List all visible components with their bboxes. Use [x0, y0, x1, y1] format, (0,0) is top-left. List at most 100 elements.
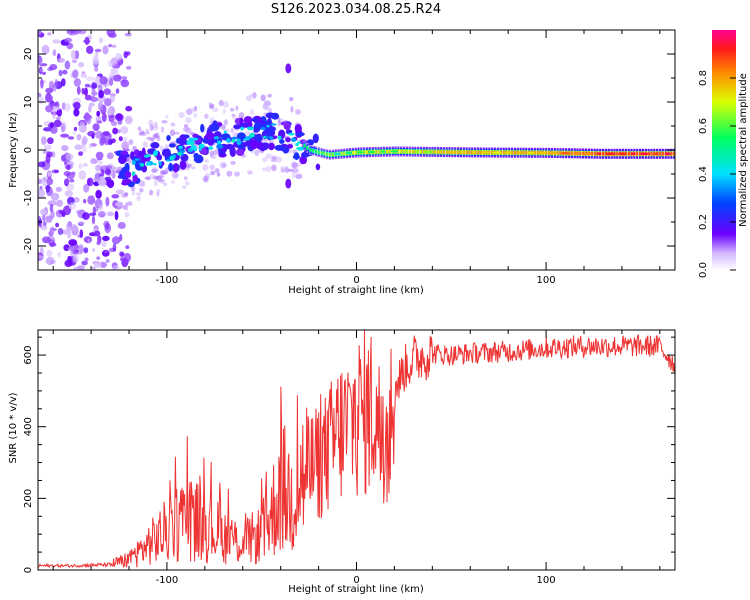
spectrogram-band-core	[503, 151, 513, 154]
spectrogram-halo-blob	[280, 165, 285, 172]
spectrogram-noise-blob	[55, 186, 62, 192]
spectrogram-noise-blob	[45, 153, 51, 164]
spectrogram-halo-blob	[156, 191, 160, 197]
spectrogram-band-core	[459, 151, 467, 154]
spectrogram-noise-blob	[88, 105, 92, 113]
spectrogram-ridge-blob	[267, 142, 275, 151]
spectrogram-noise-blob	[104, 249, 108, 254]
spectrogram-band-core	[424, 150, 433, 154]
spectrogram-noise-blob	[72, 69, 79, 79]
spectrogram-noise-blob	[41, 136, 47, 146]
spectrogram-noise-blob	[42, 181, 48, 187]
snr-x-label: Height of straight line (km)	[288, 584, 424, 595]
spectrogram-noise-blob	[47, 171, 52, 177]
spectrogram-noise-blob	[87, 130, 96, 137]
spectrogram-band-cell	[397, 149, 400, 154]
spectrogram-halo-blob	[289, 96, 294, 102]
spectrogram-core-blob	[193, 137, 198, 141]
spectrogram-halo-blob	[295, 173, 303, 179]
spectrogram-band-cell	[579, 151, 582, 156]
spectrogram-halo-blob	[267, 94, 272, 98]
spectrogram-halo-blob	[230, 160, 236, 165]
spectrogram-noise-blob	[38, 56, 43, 66]
spectrogram-noise-blob	[105, 259, 110, 263]
spectrogram-band-core	[380, 150, 386, 153]
spectrogram-halo-blob	[171, 180, 175, 184]
spectrogram-halo-blob	[238, 112, 245, 119]
spectrogram-halo-blob	[235, 105, 239, 111]
spectrogram-noise-blob	[50, 210, 55, 219]
snr-panel: -100 0 100 0 200 400 600 Height of straight l…	[8, 329, 676, 595]
spectrogram-band-cell	[445, 150, 448, 154]
spectrogram-noise-blob	[39, 96, 44, 105]
spectrogram-band-core	[368, 150, 376, 154]
spectrogram-noise-blob	[49, 204, 54, 213]
spectrogram-ridge-blob	[294, 124, 302, 134]
spectrogram-core-blob	[247, 127, 254, 130]
spectrogram-noise-blob	[57, 57, 65, 63]
spectrogram-band-cell	[388, 149, 391, 154]
spectrogram-noise-blob	[91, 95, 96, 101]
spectrogram-noise-blob	[45, 184, 51, 193]
spectrogram-halo-blob	[183, 176, 188, 181]
spectrogram-noise-blob	[104, 98, 112, 107]
spectrogram-band-core	[415, 150, 420, 153]
spectrogram-band-cell	[323, 151, 326, 156]
spectrogram-noise-blob	[84, 94, 92, 101]
spectrogram-noise-blob	[102, 235, 110, 242]
spectrogram-ridge-blob	[193, 154, 202, 159]
spectrogram-ridge-blob	[205, 132, 215, 140]
spectrogram-noise-blob	[125, 105, 133, 112]
spectrogram-band-core	[437, 150, 443, 154]
spectrogram-noise-blob	[55, 199, 64, 207]
snr-y-tick-label: 400	[23, 417, 34, 436]
snr-y-label: SNR (10 * v/v)	[8, 392, 19, 463]
spectrogram-core-blob	[144, 155, 149, 158]
spectrogram-band-cell	[582, 151, 585, 156]
spectrogram-core-blob	[236, 140, 242, 146]
spectrogram-ridge-blob	[256, 141, 264, 150]
spectrogram-noise-blob	[73, 266, 80, 270]
spectrogram-halo-blob	[193, 113, 197, 118]
spectrogram-halo-blob	[247, 170, 253, 175]
spectrogram-band-cell	[513, 151, 517, 155]
spectrogram-core-blob	[297, 141, 301, 144]
spectrogram-noise-blob	[112, 265, 120, 270]
spectrogram-noise-blob	[107, 108, 113, 116]
spectrogram-noise-blob	[71, 49, 76, 60]
spectrogram-halo-blob	[132, 145, 137, 151]
colorbar: 0.0 0.2 0.4 0.6 0.8 Normalized spectral ampl…	[698, 30, 749, 278]
spectrogram-noise-blob	[76, 86, 81, 95]
spectrogram-halo-blob	[178, 112, 185, 118]
spectrogram-noise-blob	[40, 208, 47, 216]
spectrogram-halo-blob	[191, 166, 196, 170]
spectrogram-noise-blob	[115, 88, 120, 94]
spectrogram-band-core	[333, 152, 342, 156]
spectrogram-noise-blob	[94, 65, 99, 72]
spectrogram-band-cell	[422, 150, 426, 154]
spectrogram-noise-blob	[67, 136, 75, 140]
spectrogram-noise-blob	[82, 212, 90, 220]
spectrogram-band-cell	[670, 152, 673, 156]
spectrogram-band-core	[345, 151, 353, 155]
spectrogram-band-core	[653, 152, 659, 155]
spectrogram-band-core	[548, 151, 559, 155]
spectrogram-x-ticks: -100 0 100	[52, 30, 661, 286]
spectrogram-y-tick-label: -20	[23, 238, 34, 254]
spectrogram-band-cell	[636, 152, 639, 156]
spectrogram-ridge-blob	[233, 124, 242, 130]
spectrogram-band-cell	[317, 150, 320, 154]
spectrogram-noise-blob	[38, 255, 44, 259]
spectrogram-halo-blob	[260, 94, 266, 102]
spectrogram-noise-blob	[64, 259, 73, 267]
spectrogram-noise-blob	[78, 170, 87, 180]
spectrogram-ridge-blob	[179, 160, 187, 170]
spectrogram-band-cell	[420, 150, 423, 154]
spectrogram-noise-blob	[57, 228, 64, 235]
spectrogram-noise-blob	[66, 222, 73, 232]
spectrogram-core-blob	[188, 137, 195, 143]
spectrogram-halo-blob	[290, 106, 294, 113]
spectrogram-noise-blob	[45, 256, 55, 266]
spectrogram-noise-blob	[67, 246, 76, 251]
